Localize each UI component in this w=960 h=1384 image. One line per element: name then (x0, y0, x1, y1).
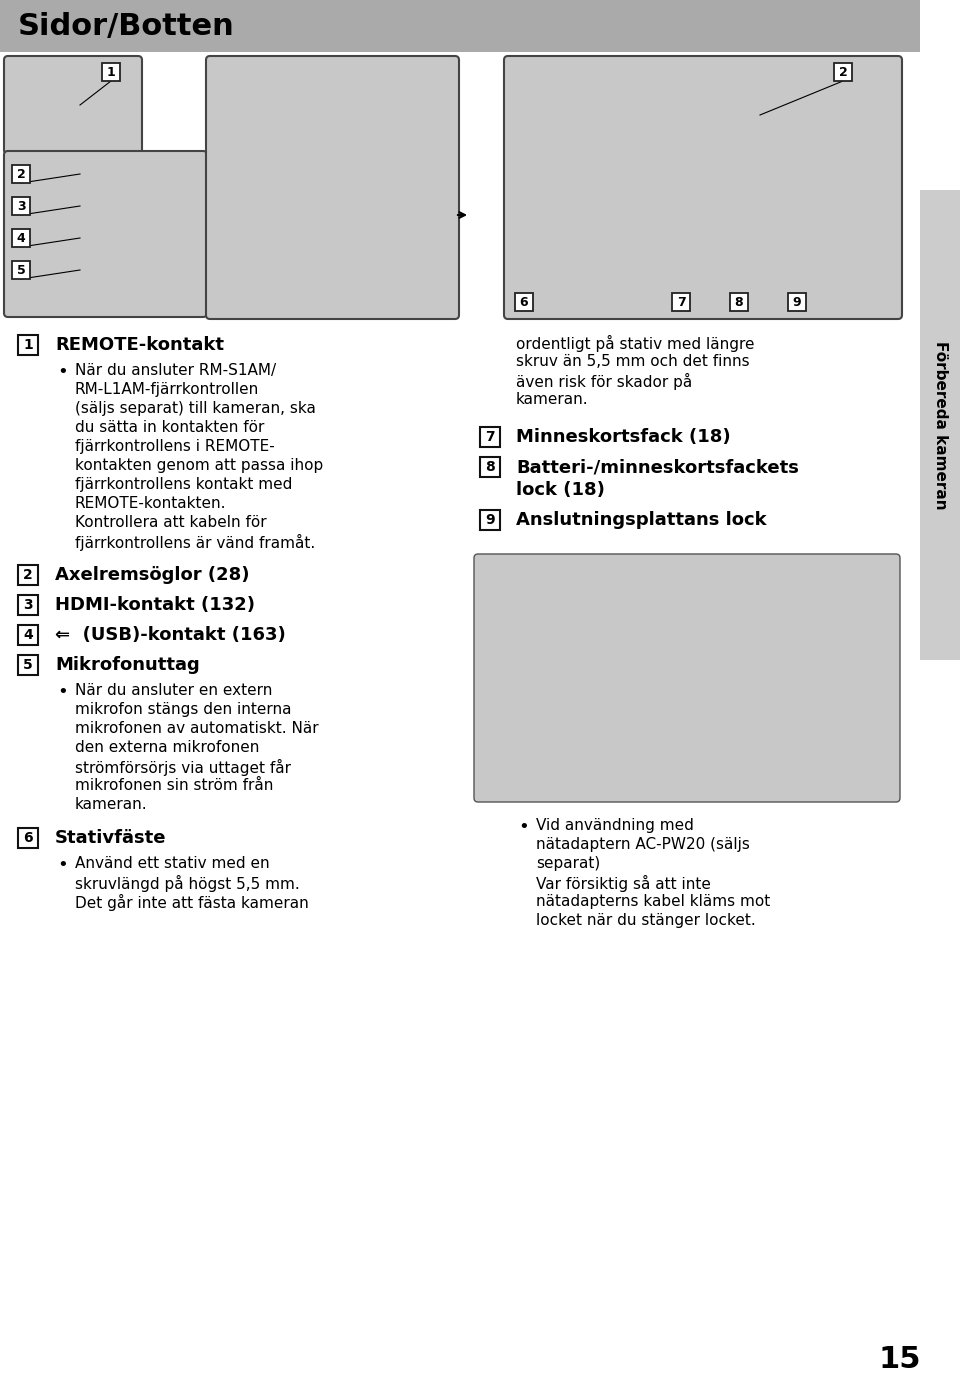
Text: separat): separat) (536, 855, 600, 871)
Bar (12, 197, 30, 215)
Text: Använd ett stativ med en: Använd ett stativ med en (75, 855, 270, 871)
Text: strömförsörjs via uttaget får: strömförsörjs via uttaget får (75, 758, 291, 776)
Text: nätadaptern AC-PW20 (säljs: nätadaptern AC-PW20 (säljs (536, 837, 750, 853)
Text: HDMI-kontakt (132): HDMI-kontakt (132) (55, 597, 255, 614)
FancyBboxPatch shape (206, 55, 459, 318)
Text: fjärrkontrollens i REMOTE-: fjärrkontrollens i REMOTE- (75, 439, 275, 454)
Text: 3: 3 (16, 199, 25, 213)
Bar (730, 293, 748, 311)
FancyBboxPatch shape (4, 55, 142, 154)
Bar (18, 595, 38, 614)
Bar (834, 64, 852, 82)
Text: 5: 5 (23, 657, 33, 673)
Text: •: • (57, 855, 68, 875)
Text: 4: 4 (23, 628, 33, 642)
Text: Stativfäste: Stativfäste (55, 829, 166, 847)
Text: 9: 9 (485, 513, 494, 527)
Text: 2: 2 (23, 567, 33, 583)
Bar (920, 190, 960, 660)
Text: Var försiktig så att inte: Var försiktig så att inte (536, 875, 710, 893)
Text: Axelremsöglor (28): Axelremsöglor (28) (55, 566, 250, 584)
Text: 6: 6 (23, 830, 33, 846)
Bar (788, 293, 806, 311)
Text: 5: 5 (16, 263, 25, 277)
Text: 1: 1 (107, 65, 115, 79)
Text: 7: 7 (485, 430, 494, 444)
Text: RM-L1AM-fjärrkontrollen: RM-L1AM-fjärrkontrollen (75, 382, 259, 397)
Text: Vid användning med: Vid användning med (536, 818, 694, 833)
Text: kontakten genom att passa ihop: kontakten genom att passa ihop (75, 458, 324, 473)
FancyBboxPatch shape (504, 55, 902, 318)
Text: 9: 9 (793, 296, 802, 309)
Text: lock (18): lock (18) (516, 482, 605, 500)
Bar (102, 64, 120, 82)
Text: •: • (518, 818, 529, 836)
Bar (515, 293, 533, 311)
Text: 8: 8 (734, 296, 743, 309)
Text: mikrofonen av automatiskt. När: mikrofonen av automatiskt. När (75, 721, 319, 736)
Text: REMOTE-kontakten.: REMOTE-kontakten. (75, 495, 227, 511)
Bar (672, 293, 690, 311)
Text: När du ansluter en extern: När du ansluter en extern (75, 682, 273, 698)
Text: 3: 3 (23, 598, 33, 612)
Text: mikrofon stängs den interna: mikrofon stängs den interna (75, 702, 292, 717)
Text: 2: 2 (839, 65, 848, 79)
Text: den externa mikrofonen: den externa mikrofonen (75, 740, 259, 756)
Text: fjärrkontrollens kontakt med: fjärrkontrollens kontakt med (75, 477, 293, 491)
Text: kameran.: kameran. (75, 797, 148, 812)
Text: mikrofonen sin ström från: mikrofonen sin ström från (75, 778, 274, 793)
Text: Anslutningsplattans lock: Anslutningsplattans lock (516, 511, 767, 529)
Text: fjärrkontrollens är vänd framåt.: fjärrkontrollens är vänd framåt. (75, 534, 315, 551)
Bar (18, 626, 38, 645)
Text: Batteri-/minneskortsfackets: Batteri-/minneskortsfackets (516, 458, 799, 476)
Text: •: • (57, 363, 68, 381)
FancyBboxPatch shape (474, 554, 900, 801)
Text: kameran.: kameran. (516, 392, 588, 407)
Text: skruvlängd på högst 5,5 mm.: skruvlängd på högst 5,5 mm. (75, 875, 300, 893)
Bar (12, 228, 30, 246)
Text: REMOTE-kontakt: REMOTE-kontakt (55, 336, 224, 354)
Bar (18, 335, 38, 356)
Text: 6: 6 (519, 296, 528, 309)
Text: (säljs separat) till kameran, ska: (säljs separat) till kameran, ska (75, 401, 316, 417)
Text: Sidor/Botten: Sidor/Botten (18, 11, 235, 40)
Text: locket när du stänger locket.: locket när du stänger locket. (536, 913, 756, 929)
Text: 7: 7 (677, 296, 685, 309)
Bar (480, 509, 500, 530)
Bar (12, 262, 30, 280)
Text: 2: 2 (16, 167, 25, 180)
FancyBboxPatch shape (4, 151, 207, 317)
Text: •: • (57, 682, 68, 702)
Bar (480, 428, 500, 447)
Bar (480, 457, 500, 477)
Text: 4: 4 (16, 231, 25, 245)
Text: 8: 8 (485, 459, 494, 473)
Bar (18, 655, 38, 675)
Text: 15: 15 (878, 1345, 922, 1374)
Text: Mikrofonuttag: Mikrofonuttag (55, 656, 200, 674)
Text: Kontrollera att kabeln för: Kontrollera att kabeln för (75, 515, 267, 530)
Bar (18, 828, 38, 848)
Text: ⇐  (USB)-kontakt (163): ⇐ (USB)-kontakt (163) (55, 626, 286, 644)
Text: ordentligt på stativ med längre: ordentligt på stativ med längre (516, 335, 755, 352)
Text: skruv än 5,5 mm och det finns: skruv än 5,5 mm och det finns (516, 354, 750, 370)
Bar (0, 0, 920, 53)
Text: nätadapterns kabel kläms mot: nätadapterns kabel kläms mot (536, 894, 770, 909)
Text: Det går inte att fästa kameran: Det går inte att fästa kameran (75, 894, 309, 911)
Text: När du ansluter RM-S1AM/: När du ansluter RM-S1AM/ (75, 363, 276, 378)
Bar (18, 565, 38, 585)
Text: du sätta in kontakten för: du sätta in kontakten för (75, 419, 264, 435)
Text: Förbereda kameran: Förbereda kameran (932, 340, 948, 509)
Text: även risk för skador på: även risk för skador på (516, 374, 692, 390)
Text: Minneskortsfack (18): Minneskortsfack (18) (516, 428, 731, 446)
Bar (12, 165, 30, 183)
Text: 1: 1 (23, 338, 33, 352)
